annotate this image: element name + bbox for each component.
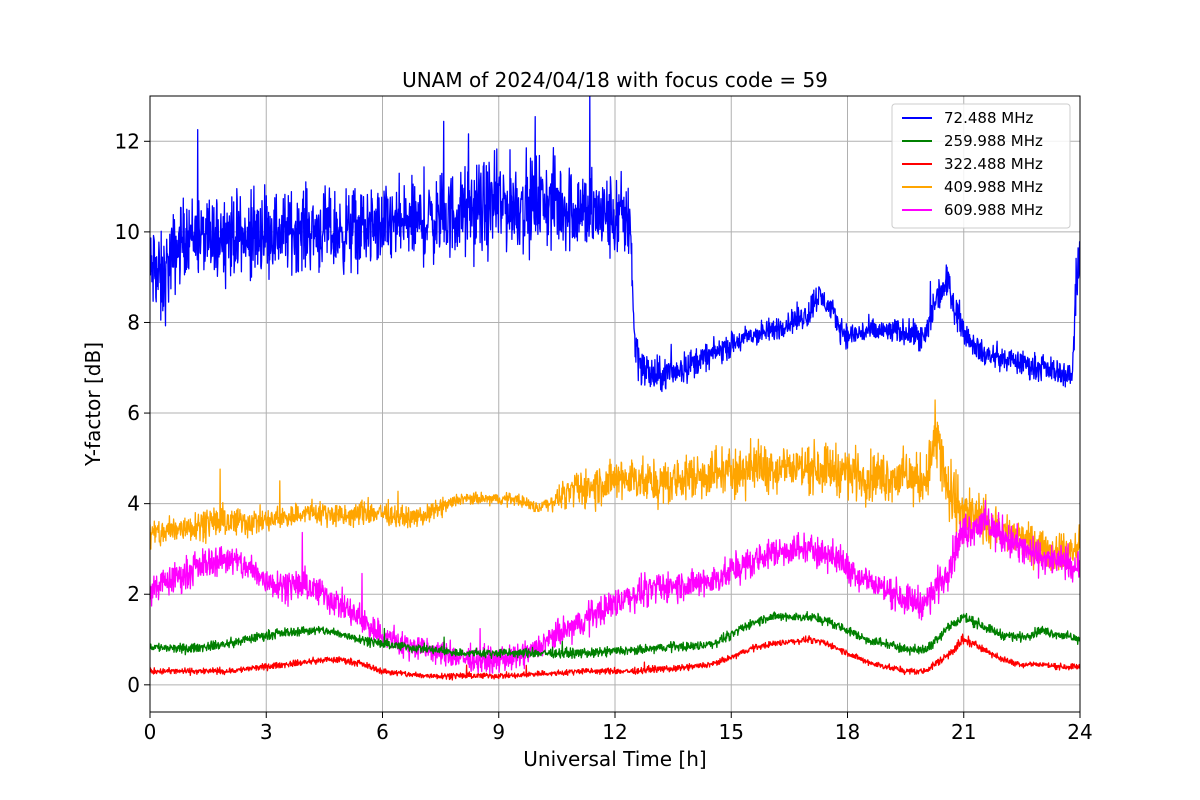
y-tick-label: 2 [127, 582, 140, 606]
x-axis-ticks: 0 3 6 9 12 15 18 21 24 [144, 712, 1093, 744]
legend-label: 609.988 MHz [944, 201, 1043, 219]
series-group [150, 96, 1080, 681]
legend-box [891, 103, 1071, 229]
y-tick-label: 12 [115, 129, 140, 153]
y-tick-label: 6 [127, 401, 140, 425]
y-tick-label: 8 [127, 310, 140, 334]
series-line-322-488-mhz [150, 633, 1080, 681]
y-tick-label: 0 [127, 673, 140, 697]
series-line-72-488-mhz [150, 96, 1080, 393]
legend: 72.488 MHz 259.988 MHz 322.488 MHz 409.9… [891, 103, 1071, 229]
x-tick-label: 0 [144, 720, 157, 744]
legend-label: 259.988 MHz [944, 132, 1043, 150]
legend-label: 409.988 MHz [944, 178, 1043, 196]
series-line-259-988-mhz [150, 610, 1080, 660]
y-axis-ticks: 0 2 4 6 8 10 12 [115, 129, 150, 697]
x-tick-label: 3 [260, 720, 273, 744]
x-tick-label: 18 [835, 720, 860, 744]
series-line-609-988-mhz [150, 499, 1080, 675]
y-tick-label: 10 [115, 220, 140, 244]
x-tick-label: 12 [602, 720, 627, 744]
x-tick-label: 24 [1067, 720, 1092, 744]
y-tick-label: 4 [127, 492, 140, 516]
legend-label: 322.488 MHz [944, 155, 1043, 173]
x-tick-label: 6 [376, 720, 389, 744]
x-axis-label: Universal Time [h] [523, 747, 706, 771]
y-axis-label: Y-factor [dB] [81, 342, 105, 467]
x-tick-label: 9 [492, 720, 505, 744]
chart-title: UNAM of 2024/04/18 with focus code = 59 [402, 68, 828, 92]
x-tick-label: 15 [719, 720, 744, 744]
series-line-409-988-mhz [150, 399, 1080, 571]
x-tick-label: 21 [951, 720, 976, 744]
legend-label: 72.488 MHz [944, 109, 1033, 127]
